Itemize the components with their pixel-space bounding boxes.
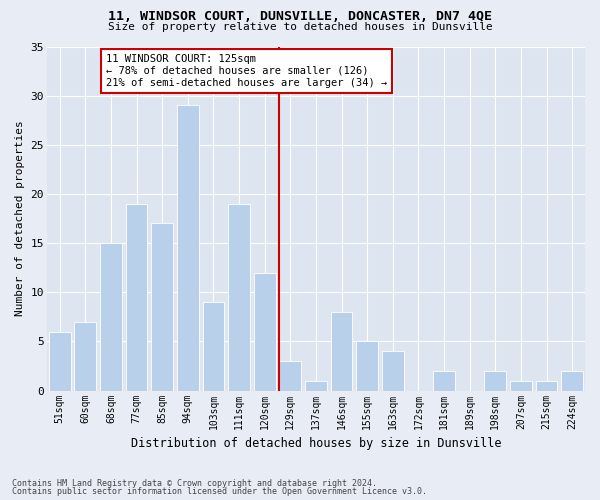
Bar xyxy=(561,371,583,390)
Text: Contains public sector information licensed under the Open Government Licence v3: Contains public sector information licen… xyxy=(12,487,427,496)
Bar xyxy=(177,106,199,391)
Y-axis label: Number of detached properties: Number of detached properties xyxy=(15,120,25,316)
Bar xyxy=(151,224,173,390)
Bar xyxy=(305,381,327,390)
Bar xyxy=(510,381,532,390)
Bar xyxy=(100,243,122,390)
Text: 11, WINDSOR COURT, DUNSVILLE, DONCASTER, DN7 4QE: 11, WINDSOR COURT, DUNSVILLE, DONCASTER,… xyxy=(108,10,492,23)
Bar xyxy=(382,352,404,391)
Bar xyxy=(203,302,224,390)
Bar xyxy=(484,371,506,390)
Text: Size of property relative to detached houses in Dunsville: Size of property relative to detached ho… xyxy=(107,22,493,32)
Text: Contains HM Land Registry data © Crown copyright and database right 2024.: Contains HM Land Registry data © Crown c… xyxy=(12,478,377,488)
Bar xyxy=(356,342,378,390)
Bar xyxy=(536,381,557,390)
Bar xyxy=(74,322,96,390)
Bar xyxy=(280,361,301,390)
Bar xyxy=(125,204,148,390)
Bar xyxy=(49,332,71,390)
Bar xyxy=(331,312,352,390)
Bar xyxy=(228,204,250,390)
Bar xyxy=(254,272,275,390)
X-axis label: Distribution of detached houses by size in Dunsville: Distribution of detached houses by size … xyxy=(131,437,501,450)
Text: 11 WINDSOR COURT: 125sqm
← 78% of detached houses are smaller (126)
21% of semi-: 11 WINDSOR COURT: 125sqm ← 78% of detach… xyxy=(106,54,387,88)
Bar xyxy=(433,371,455,390)
